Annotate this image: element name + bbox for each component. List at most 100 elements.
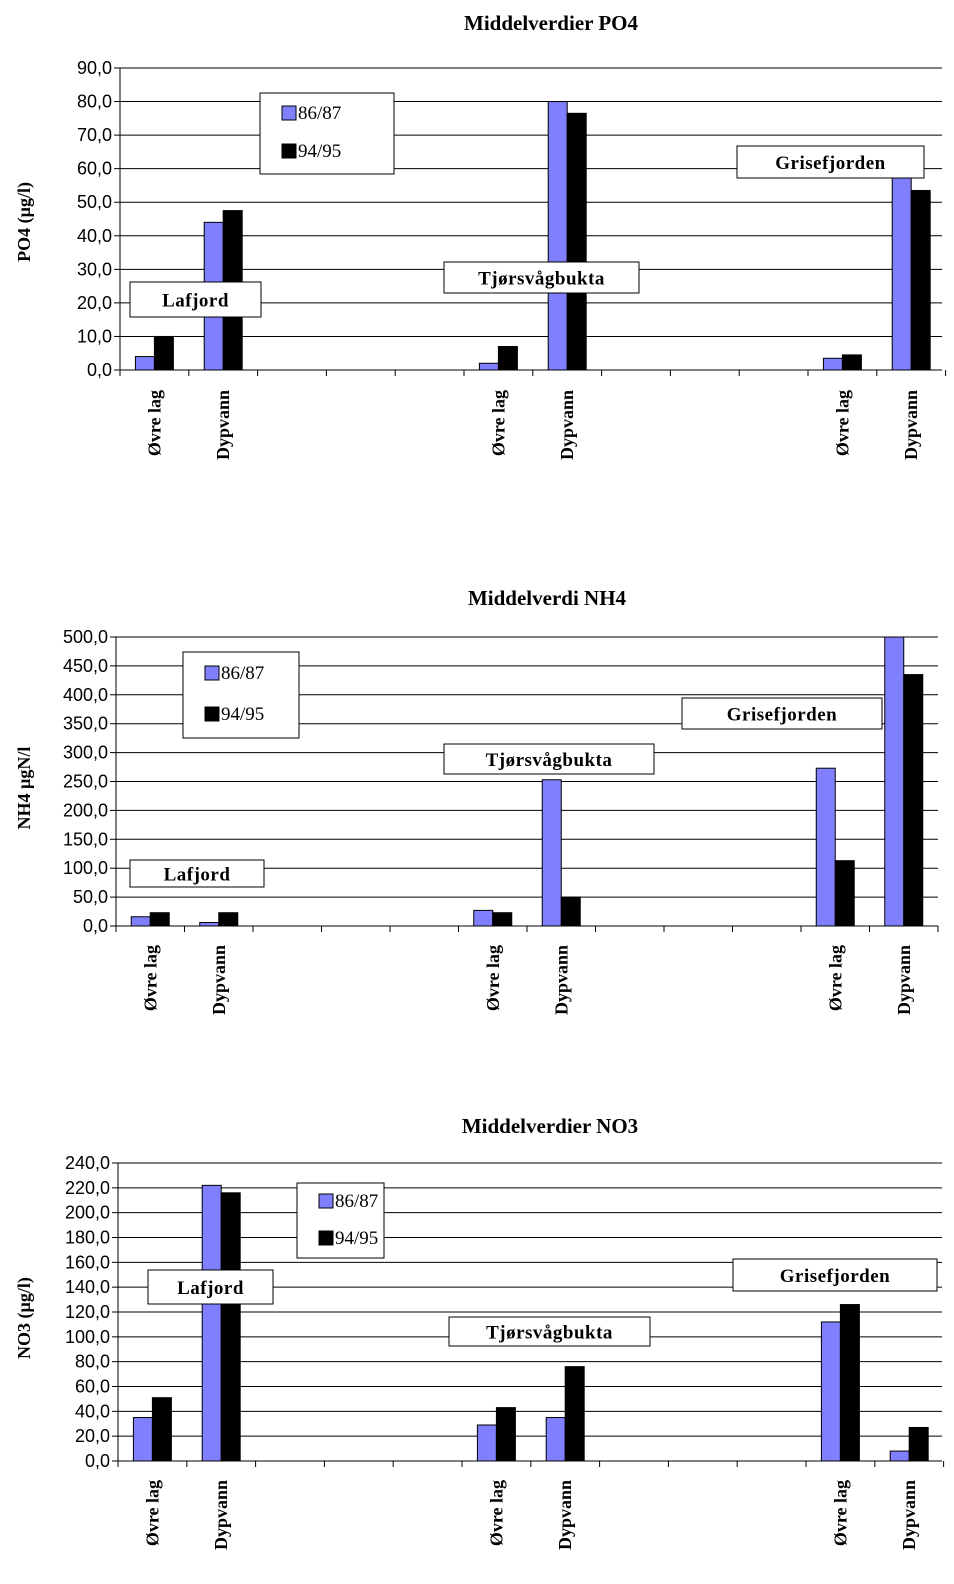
chart-title: Middelverdier NO3: [462, 1114, 638, 1138]
x-category-label: Øvre lag: [142, 1480, 162, 1546]
y-tick-label: 200,0: [63, 800, 108, 820]
bar-s2-5: [497, 346, 518, 371]
legend-swatch: [318, 1193, 334, 1209]
y-tick-label: 350,0: [63, 714, 108, 734]
bar-s1-6: [545, 1417, 566, 1462]
bar-s1-11: [891, 171, 912, 371]
bar-s1-1: [199, 922, 220, 927]
annotation-label: Grisefjorden: [727, 705, 837, 726]
x-category-label: Øvre lag: [830, 1480, 850, 1546]
annotation-box: [129, 859, 265, 888]
legend-swatch: [281, 105, 297, 121]
bar-s2-10: [839, 1304, 860, 1462]
bar-s2-6: [566, 112, 587, 371]
y-tick-label: 250,0: [63, 772, 108, 792]
annotation-box: [681, 697, 883, 730]
legend-label: 94/95: [298, 141, 341, 162]
y-tick-label: 60,0: [75, 1377, 110, 1397]
y-tick-label: 400,0: [63, 685, 108, 705]
y-tick-label: 220,0: [65, 1178, 110, 1198]
bar-s1-5: [478, 362, 499, 371]
annotation-box: [443, 261, 640, 294]
annotation-label: Lafjord: [162, 291, 229, 312]
bar-s2-11: [908, 1426, 929, 1462]
bar-s2-1: [218, 912, 239, 927]
chart-title: Middelverdier PO4: [464, 11, 638, 35]
chart-3: Middelverdier NO3 NO3 (µg/l) 0,0 20,0 40,0 60…: [14, 1114, 945, 1550]
x-category-label: Øvre lag: [486, 1480, 506, 1546]
y-tick-label: 70,0: [77, 125, 112, 145]
bar-s1-11: [884, 636, 905, 927]
annotation-label: Tjørsvågbukta: [486, 1323, 613, 1344]
annotation-box: [147, 1269, 274, 1305]
y-tick-label: 50,0: [77, 192, 112, 212]
legend-label: 86/87: [298, 103, 341, 124]
bar-s2-1: [220, 1192, 241, 1462]
x-category-label: Dypvann: [557, 390, 577, 460]
annotation-label: Lafjord: [164, 865, 231, 886]
bar-s1-6: [547, 101, 568, 371]
legend-label: 86/87: [335, 1191, 378, 1212]
annotation-box: [448, 1316, 651, 1347]
x-category-label: Øvre lag: [825, 945, 845, 1011]
bar-s2-11: [910, 189, 931, 371]
y-tick-label: 50,0: [73, 887, 108, 907]
y-axis-label: PO4 (µg/l): [14, 182, 35, 262]
bar-s1-0: [130, 916, 151, 927]
y-tick-label: 30,0: [77, 259, 112, 279]
y-tick-label: 40,0: [77, 226, 112, 246]
legend-swatch: [281, 143, 297, 159]
y-tick-label: 100,0: [63, 858, 108, 878]
annotation-label: Tjørsvågbukta: [478, 269, 605, 290]
annotation-box: [443, 743, 655, 775]
legend-label: 94/95: [221, 704, 264, 725]
annotation-label: Grisefjorden: [775, 153, 885, 174]
bar-s1-5: [473, 909, 494, 927]
y-tick-label: 90,0: [77, 58, 112, 78]
bar-s1-0: [134, 356, 155, 371]
bar-s2-0: [153, 335, 174, 371]
bar-s1-1: [201, 1184, 222, 1462]
y-tick-label: 200,0: [65, 1203, 110, 1223]
x-category-label: Dypvann: [211, 1480, 231, 1550]
y-tick-label: 500,0: [63, 627, 108, 647]
chart-title: Middelverdi NH4: [468, 586, 627, 610]
y-tick-label: 180,0: [65, 1228, 110, 1248]
bar-s1-11: [889, 1450, 910, 1462]
bar-s1-5: [476, 1424, 497, 1462]
x-category-label: Dypvann: [899, 1480, 919, 1550]
annotation-label: Lafjord: [177, 1278, 244, 1299]
chart-2: Middelverdi NH4 NH4 µgN/l 0,0 50,0 100,0 150,…: [14, 586, 939, 1015]
bar-s2-0: [151, 1397, 172, 1462]
legend-label: 94/95: [335, 1228, 378, 1249]
legend-label: 86/87: [221, 663, 264, 684]
bar-s2-5: [492, 912, 513, 927]
y-tick-label: 60,0: [77, 159, 112, 179]
x-category-label: Dypvann: [551, 945, 571, 1015]
bar-s2-0: [149, 912, 170, 927]
bar-s1-6: [541, 779, 562, 927]
bar-s2-10: [841, 354, 862, 371]
y-tick-label: 140,0: [65, 1277, 110, 1297]
y-tick-label: 120,0: [65, 1302, 110, 1322]
x-category-label: Dypvann: [209, 945, 229, 1015]
chart-1: Middelverdier PO4 PO4 (µg/l) 0,0 10,0 20,0 30…: [14, 11, 947, 460]
bar-s2-5: [495, 1407, 516, 1462]
y-tick-label: 240,0: [65, 1153, 110, 1173]
annotation-label: Grisefjorden: [780, 1266, 890, 1287]
x-category-label: Dypvann: [894, 945, 914, 1015]
y-tick-label: 100,0: [65, 1327, 110, 1347]
bar-s1-10: [822, 357, 843, 371]
x-category-label: Øvre lag: [144, 390, 164, 456]
annotation-box: [732, 1258, 938, 1292]
x-category-label: Dypvann: [555, 1480, 575, 1550]
bar-s2-10: [834, 860, 855, 927]
y-tick-label: 300,0: [63, 743, 108, 763]
annotation-box: [736, 145, 925, 179]
legend-swatch: [318, 1230, 334, 1246]
y-tick-label: 0,0: [85, 1451, 110, 1471]
legend-swatch: [204, 665, 220, 681]
y-tick-label: 20,0: [75, 1426, 110, 1446]
x-category-label: Dypvann: [213, 390, 233, 460]
